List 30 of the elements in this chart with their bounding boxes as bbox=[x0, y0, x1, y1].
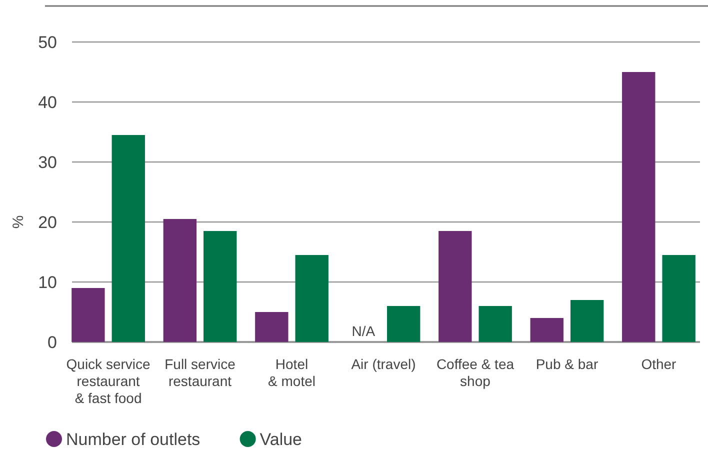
x-tick-label: Full service restaurant bbox=[164, 356, 236, 389]
x-tick-label: Other bbox=[641, 356, 677, 372]
y-tick-label: 30 bbox=[38, 153, 57, 172]
x-tick-label: Quick service restaurant & fast food bbox=[66, 356, 150, 406]
bar bbox=[204, 231, 237, 342]
x-tick-label: Pub & bar bbox=[536, 356, 598, 372]
bar bbox=[662, 255, 696, 342]
x-tick-label: Air (travel) bbox=[351, 356, 416, 372]
legend-label: Number of outlets bbox=[66, 430, 200, 449]
bar bbox=[530, 318, 564, 342]
y-tick-label: 10 bbox=[38, 273, 57, 292]
y-tick-label: 20 bbox=[38, 213, 57, 232]
bar bbox=[622, 72, 656, 342]
bar bbox=[163, 219, 197, 342]
y-axis-title: % bbox=[10, 215, 27, 229]
x-tick-label: Hotel & motel bbox=[268, 356, 316, 389]
bar bbox=[255, 312, 288, 342]
bar bbox=[570, 300, 604, 342]
y-tick-label: 40 bbox=[38, 93, 57, 112]
legend-label: Value bbox=[260, 430, 302, 449]
x-tick-label: Coffee & tea shop bbox=[436, 356, 514, 389]
bar bbox=[295, 255, 328, 342]
bar bbox=[387, 306, 420, 342]
bar bbox=[478, 306, 512, 342]
y-tick-label: 50 bbox=[38, 33, 57, 52]
y-tick-label: 0 bbox=[48, 333, 57, 352]
annotation: N/A bbox=[352, 323, 376, 339]
bar bbox=[112, 135, 145, 342]
bar bbox=[72, 288, 105, 342]
bar bbox=[438, 231, 472, 342]
